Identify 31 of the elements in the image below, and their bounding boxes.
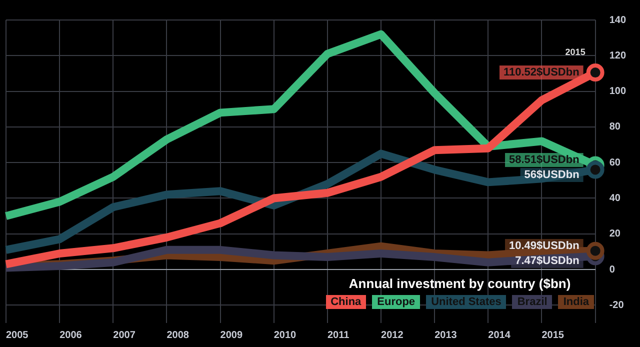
y-tick-label: 140 bbox=[609, 14, 626, 26]
x-tick-label: 2006 bbox=[60, 330, 82, 341]
text: India bbox=[558, 295, 594, 309]
x-tick-label: 2008 bbox=[166, 330, 190, 341]
text: China bbox=[326, 295, 366, 309]
x-tick-label: 2011 bbox=[327, 330, 350, 341]
data-label: 58.51$USDbn bbox=[509, 154, 580, 166]
x-tick-label: 2007 bbox=[113, 330, 136, 341]
y-tick-label: 40 bbox=[609, 192, 621, 204]
text: Europe bbox=[372, 295, 420, 309]
y-tick-label: -20 bbox=[609, 300, 624, 311]
y-tick-label: 20 bbox=[609, 228, 621, 240]
y-tick-label: 80 bbox=[609, 122, 621, 133]
text: Annual investment by country ($bn) bbox=[348, 276, 571, 291]
x-tick-label: 2009 bbox=[220, 330, 243, 341]
y-tick-label: 100 bbox=[609, 86, 626, 98]
x-tick-label: 2015 bbox=[542, 330, 564, 341]
x-tick-label: 2012 bbox=[381, 330, 404, 341]
data-label: 56$USDbn bbox=[524, 169, 580, 182]
x-tick-label: 2010 bbox=[274, 330, 297, 341]
data-label: 10.49$USDbn bbox=[509, 240, 580, 252]
y-tick-label: 0 bbox=[609, 264, 616, 276]
x-tick-label: 2005 bbox=[6, 330, 29, 341]
y-tick-label: 120 bbox=[609, 50, 626, 62]
text: United States bbox=[426, 295, 506, 309]
annotation: 2015 bbox=[565, 47, 586, 58]
x-tick-label: 2014 bbox=[488, 330, 511, 341]
text: Brazil bbox=[512, 295, 552, 309]
y-tick-label: 60 bbox=[609, 157, 621, 168]
x-tick-label: 2013 bbox=[434, 330, 458, 341]
data-label: 110.52$USDbn bbox=[503, 66, 580, 79]
